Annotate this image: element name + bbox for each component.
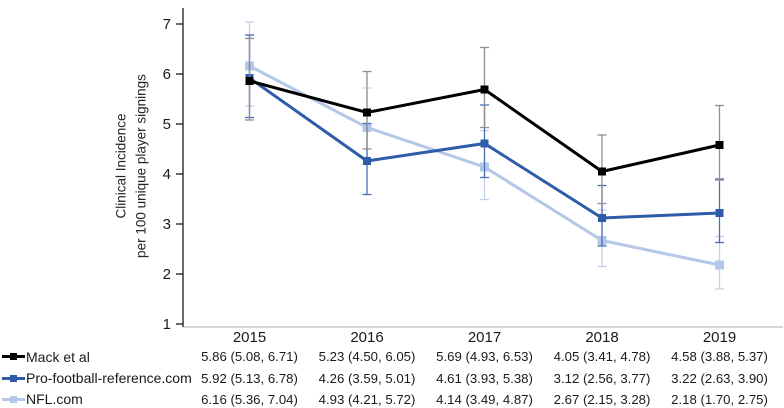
data-marker <box>715 141 724 149</box>
data-marker <box>480 139 489 148</box>
data-marker <box>245 77 254 85</box>
legend-label: NFL.com <box>26 391 83 407</box>
table-cell: 4.61 (3.93, 5.38) <box>436 370 533 386</box>
table-cell: 4.26 (3.59, 5.01) <box>318 370 416 386</box>
y-tick-label: 2 <box>163 266 171 283</box>
table-cell: 3.22 (2.63, 3.90) <box>671 370 768 386</box>
y-tick-label: 6 <box>163 66 171 83</box>
data-marker <box>363 108 371 117</box>
legend-label: Pro-football-reference.com <box>26 370 192 386</box>
legend-item: Pro-football-reference.com <box>2 369 192 387</box>
data-marker <box>598 167 606 176</box>
x-axis-label: 2015 <box>232 329 267 346</box>
data-marker <box>715 209 724 217</box>
table-cell: 5.92 (5.13, 6.78) <box>201 370 298 386</box>
y-tick-label: 4 <box>163 166 171 183</box>
x-axis-label: 2016 <box>350 329 384 346</box>
y-tick-label: 5 <box>163 116 171 133</box>
x-axis-label: 2019 <box>702 329 737 346</box>
legend-line <box>2 395 25 403</box>
legend-marker-icon <box>10 374 17 382</box>
legend-marker-icon <box>10 353 17 360</box>
y-tick-label: 7 <box>163 16 171 33</box>
table-cell: 5.69 (4.93, 6.53) <box>436 349 533 364</box>
y-axis-title: Clinical Incidence per 100 unique player… <box>111 74 150 258</box>
plot-area: 1 2 3 4 5 6 7 <box>163 8 783 333</box>
data-marker <box>480 85 489 94</box>
legend-line <box>2 353 25 360</box>
table-cell: 6.16 (5.36, 7.04) <box>201 392 298 407</box>
legend-item: NFL.com <box>2 390 83 408</box>
table-cell: 2.67 (2.15, 3.28) <box>553 392 651 407</box>
table-cell: 4.05 (3.41, 4.78) <box>553 349 651 364</box>
legend-line <box>2 374 25 382</box>
y-tick-label: 1 <box>163 316 171 333</box>
table-cell: 4.14 (3.49, 4.87) <box>436 392 533 407</box>
data-marker <box>363 157 371 165</box>
data-marker <box>598 214 606 222</box>
table-cell: 2.18 (1.70, 2.75) <box>671 392 768 407</box>
table-cell: 4.58 (3.88, 5.37) <box>671 349 768 364</box>
y-tick-label: 3 <box>163 216 171 233</box>
legend-item: Mack et al <box>2 348 90 366</box>
x-axis-label: 2017 <box>467 329 502 346</box>
data-marker <box>715 260 724 270</box>
y-axis-title-line2: per 100 unique player signings <box>133 74 148 258</box>
y-axis-title-line1: Clinical Incidence <box>113 113 129 219</box>
table-cell: 5.86 (5.08, 6.71) <box>201 349 298 364</box>
x-axis-label: 2018 <box>585 329 619 346</box>
legend-label: Mack et al <box>26 348 90 365</box>
table-cell: 5.23 (4.50, 6.05) <box>318 349 416 364</box>
legend-marker-icon <box>10 395 17 403</box>
table-cell: 4.93 (4.21, 5.72) <box>318 392 416 407</box>
table-cell: 3.12 (2.56, 3.77) <box>553 370 651 386</box>
